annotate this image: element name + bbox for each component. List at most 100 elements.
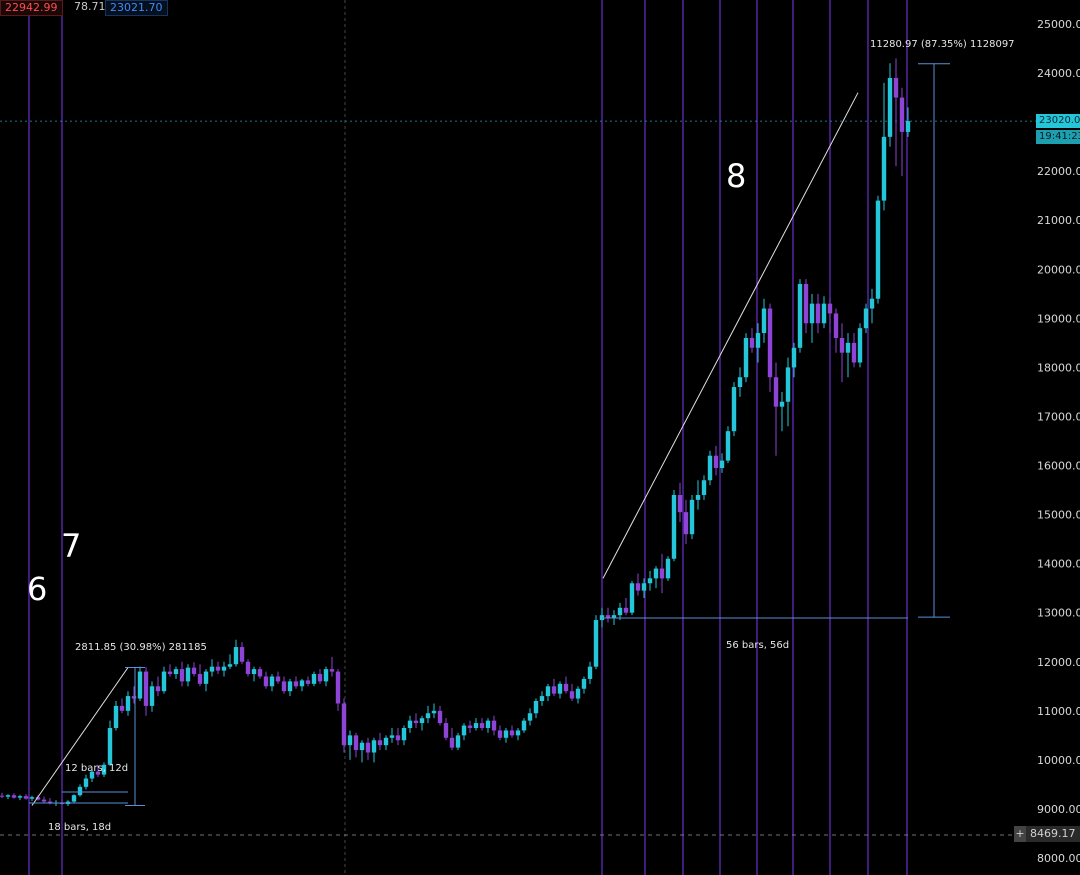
candle-body-26[interactable]	[155, 686, 161, 692]
candle-body-129[interactable]	[773, 377, 779, 407]
candle-body-78[interactable]	[467, 725, 473, 728]
candle-body-99[interactable]	[593, 620, 599, 667]
candle-body-88[interactable]	[527, 713, 533, 721]
candle-body-133[interactable]	[797, 284, 803, 348]
candle-body-6[interactable]	[35, 797, 41, 800]
candle-body-151[interactable]	[905, 121, 911, 132]
candle-body-63[interactable]	[377, 740, 383, 746]
candle-body-134[interactable]	[803, 284, 809, 324]
candle-body-23[interactable]	[137, 671, 143, 699]
candle-body-95[interactable]	[569, 691, 575, 699]
candle-body-4[interactable]	[23, 796, 29, 799]
candle-body-94[interactable]	[563, 683, 569, 692]
candle-body-122[interactable]	[731, 387, 737, 432]
candle-body-40[interactable]	[239, 647, 245, 662]
candle-body-114[interactable]	[683, 512, 689, 535]
candle-body-20[interactable]	[119, 705, 125, 711]
candle-body-126[interactable]	[755, 333, 761, 348]
candle-body-144[interactable]	[863, 308, 869, 329]
plus-icon[interactable]: +	[1014, 826, 1026, 842]
candle-body-139[interactable]	[833, 313, 839, 338]
candle-body-103[interactable]	[617, 607, 623, 616]
candle-body-127[interactable]	[761, 308, 767, 334]
candle-body-111[interactable]	[665, 558, 671, 579]
candle-body-135[interactable]	[809, 303, 815, 324]
candle-body-49[interactable]	[293, 681, 299, 687]
candle-body-71[interactable]	[425, 713, 431, 719]
candle-body-70[interactable]	[419, 718, 425, 724]
candle-body-120[interactable]	[719, 460, 725, 468]
candle-body-124[interactable]	[743, 337, 749, 378]
candle-body-33[interactable]	[197, 674, 203, 684]
candle-body-36[interactable]	[215, 666, 221, 671]
candle-body-65[interactable]	[389, 735, 395, 738]
bid-price-badge[interactable]: 23021.70	[105, 0, 168, 16]
candle-body-131[interactable]	[785, 367, 791, 402]
candle-body-115[interactable]	[689, 499, 695, 535]
candle-body-112[interactable]	[671, 494, 677, 559]
candle-body-92[interactable]	[551, 686, 557, 694]
candle-body-60[interactable]	[359, 742, 365, 751]
candle-body-21[interactable]	[125, 696, 131, 711]
candle-body-43[interactable]	[257, 669, 263, 677]
candle-body-12[interactable]	[71, 795, 77, 802]
candle-body-13[interactable]	[77, 786, 83, 796]
candle-body-1[interactable]	[5, 795, 11, 797]
candle-body-55[interactable]	[329, 669, 335, 672]
candle-body-34[interactable]	[203, 671, 209, 684]
candle-body-118[interactable]	[707, 455, 713, 481]
candle-body-25[interactable]	[149, 686, 155, 706]
candle-body-130[interactable]	[779, 401, 785, 407]
candle-body-29[interactable]	[173, 669, 179, 675]
candle-body-72[interactable]	[431, 710, 437, 714]
candle-body-53[interactable]	[317, 674, 323, 682]
candle-body-85[interactable]	[509, 730, 515, 736]
candle-body-41[interactable]	[245, 661, 251, 675]
candle-body-108[interactable]	[647, 578, 653, 584]
candle-body-73[interactable]	[437, 710, 443, 724]
candle-body-30[interactable]	[179, 669, 185, 682]
candle-body-35[interactable]	[209, 666, 215, 672]
candle-body-64[interactable]	[383, 737, 389, 746]
candle-body-137[interactable]	[821, 303, 827, 324]
candle-body-58[interactable]	[347, 735, 353, 746]
candle-body-104[interactable]	[623, 607, 629, 613]
candle-body-19[interactable]	[113, 705, 119, 728]
candle-body-136[interactable]	[815, 303, 821, 324]
candle-body-87[interactable]	[521, 720, 527, 731]
candle-body-113[interactable]	[677, 494, 683, 513]
candle-body-86[interactable]	[515, 730, 521, 736]
candle-body-82[interactable]	[491, 720, 497, 731]
candle-body-46[interactable]	[275, 676, 281, 682]
candle-body-93[interactable]	[557, 683, 563, 694]
candle-body-16[interactable]	[95, 771, 101, 775]
candle-body-76[interactable]	[455, 735, 461, 748]
candle-body-42[interactable]	[251, 669, 257, 675]
candle-body-39[interactable]	[233, 647, 239, 665]
candle-body-145[interactable]	[869, 298, 875, 309]
candle-body-117[interactable]	[701, 480, 707, 495]
candle-body-97[interactable]	[581, 678, 587, 689]
candle-body-98[interactable]	[587, 666, 593, 679]
candle-body-132[interactable]	[791, 347, 797, 368]
candle-body-47[interactable]	[281, 681, 287, 692]
candle-body-44[interactable]	[263, 676, 269, 687]
candle-body-15[interactable]	[89, 771, 95, 779]
candle-body-106[interactable]	[635, 583, 641, 591]
candle-body-75[interactable]	[449, 737, 455, 748]
candle-body-59[interactable]	[353, 735, 359, 751]
candle-body-69[interactable]	[413, 720, 419, 724]
candle-body-140[interactable]	[839, 337, 845, 353]
candle-body-89[interactable]	[533, 701, 539, 714]
candle-body-5[interactable]	[29, 797, 35, 799]
candle-body-57[interactable]	[341, 703, 347, 746]
candle-body-147[interactable]	[881, 136, 887, 201]
candle-body-121[interactable]	[725, 431, 731, 461]
candle-body-83[interactable]	[497, 730, 503, 738]
candle-body-109[interactable]	[653, 568, 659, 579]
crosshair-price-tag[interactable]: +8469.17	[1014, 826, 1080, 842]
candle-body-31[interactable]	[185, 667, 191, 682]
candle-body-51[interactable]	[305, 680, 311, 684]
candle-body-119[interactable]	[713, 455, 719, 468]
